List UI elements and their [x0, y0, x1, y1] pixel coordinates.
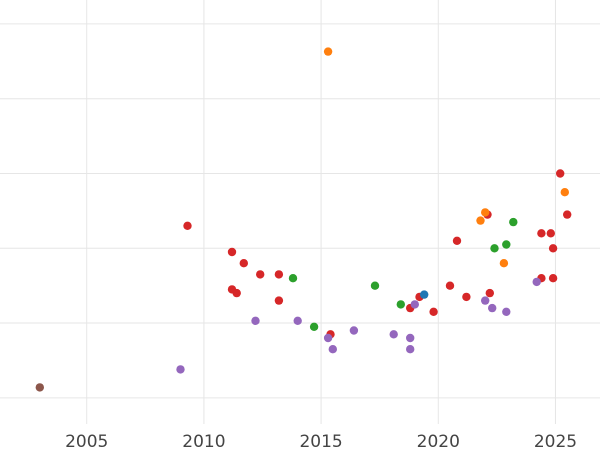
x-tick-label: 2015 [299, 432, 342, 450]
data-point [349, 326, 359, 335]
data-point [410, 300, 419, 309]
data-point [563, 210, 572, 219]
data-point [176, 365, 185, 374]
data-point [274, 296, 284, 305]
data-point [548, 274, 558, 283]
x-tick-label: 2025 [534, 432, 577, 450]
data-point [293, 316, 302, 325]
data-point [406, 333, 415, 343]
data-point [556, 169, 565, 178]
data-point [232, 288, 241, 298]
x-tick-label: 2005 [65, 432, 108, 450]
data-point [560, 188, 569, 197]
data-point [323, 333, 333, 343]
data-point [490, 244, 499, 253]
x-gridlines [86, 0, 556, 424]
data-point [502, 307, 511, 316]
data-point [420, 290, 429, 299]
data-point [476, 216, 485, 225]
data-point [499, 259, 509, 268]
data-point [532, 277, 541, 287]
data-point [328, 345, 337, 354]
data-point [546, 229, 555, 238]
data-point [406, 345, 415, 354]
data-point [239, 259, 248, 268]
data-point [481, 296, 490, 305]
data-point [462, 292, 471, 302]
data-point [488, 303, 497, 313]
x-tick-label: 2010 [182, 432, 225, 450]
data-point [256, 270, 265, 279]
data-point [370, 281, 380, 290]
data-points [35, 47, 572, 392]
data-point [288, 274, 298, 283]
data-point [481, 208, 490, 217]
x-tick-label: 2020 [417, 432, 460, 450]
data-point [35, 383, 44, 392]
data-point [323, 47, 333, 56]
data-point [389, 330, 398, 339]
data-point [396, 300, 405, 309]
data-point [429, 307, 438, 316]
data-point [309, 322, 319, 331]
y-gridlines [0, 23, 600, 399]
data-point [537, 229, 546, 238]
data-point [227, 247, 237, 257]
data-point [509, 217, 518, 227]
x-axis-tick-labels: 2005 2010 2015 2020 2025 [65, 432, 577, 450]
data-point [548, 244, 558, 253]
data-point [251, 316, 260, 325]
data-point [485, 288, 494, 298]
data-point [183, 221, 192, 230]
data-point [445, 281, 455, 290]
data-point [274, 270, 284, 279]
data-point [452, 236, 462, 245]
data-point [502, 240, 511, 249]
